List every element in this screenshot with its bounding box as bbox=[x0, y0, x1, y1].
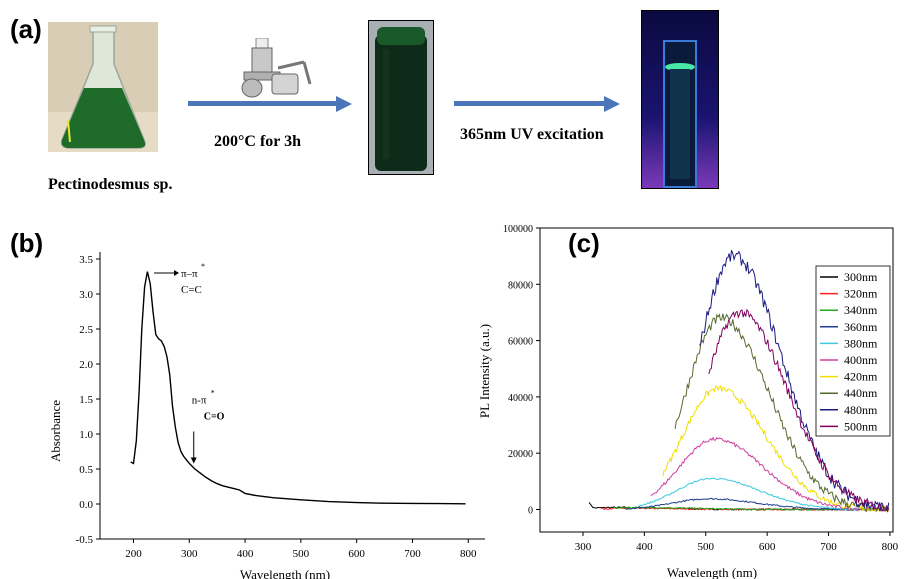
panel-c-label: (c) bbox=[568, 228, 600, 258]
chart-b-ytick-label: 2.5 bbox=[79, 324, 93, 336]
chart-b-ytick-label: 3.0 bbox=[79, 289, 93, 301]
chart-c-xlabel: Wavelength (nm) bbox=[667, 565, 757, 579]
chart-c-ytick-label: 20000 bbox=[508, 449, 533, 460]
series-line-500nm bbox=[708, 308, 889, 512]
panel-a-label: (a) bbox=[10, 14, 42, 44]
legend-label-500nm: 500nm bbox=[844, 419, 878, 433]
process-arrow-1-head bbox=[336, 96, 352, 112]
annotation-2-arrowhead bbox=[190, 457, 197, 464]
legend-label-380nm: 380nm bbox=[844, 336, 878, 350]
chart-c-xtick-label: 700 bbox=[820, 541, 837, 553]
chart-b-ytick-label: 3.5 bbox=[79, 254, 93, 266]
chart-b-xtick-label: 400 bbox=[237, 548, 254, 560]
chart-c-ytick-label: 40000 bbox=[508, 393, 533, 404]
uv-vial-photo bbox=[641, 10, 719, 189]
chart-b-xtick-label: 500 bbox=[293, 548, 310, 560]
process-arrow-2 bbox=[454, 101, 604, 106]
annotation-2-sub: C=O bbox=[204, 412, 225, 423]
series-line-480nm bbox=[699, 250, 890, 513]
chart-c-ytick-label: 80000 bbox=[508, 280, 533, 291]
step1-caption: 200°C for 3h bbox=[214, 133, 301, 150]
chart-c-xtick-label: 600 bbox=[759, 541, 776, 553]
chart-c-xtick-label: 500 bbox=[698, 541, 715, 553]
chart-c-xtick-label: 800 bbox=[882, 541, 899, 553]
legend-label-360nm: 360nm bbox=[844, 320, 878, 334]
legend-label-340nm: 340nm bbox=[844, 303, 878, 317]
chart-c-frame bbox=[539, 227, 894, 533]
autoclave-icon bbox=[232, 37, 312, 100]
annotation-2-label: n-π bbox=[192, 395, 207, 407]
chart-b-ytick-label: 1.5 bbox=[79, 394, 93, 406]
legend-label-440nm: 440nm bbox=[844, 386, 878, 400]
chart-c-ylabel: PL Intensity (a.u.) bbox=[478, 324, 492, 418]
chart-b-xtick-label: 800 bbox=[460, 548, 477, 560]
chart-b-ytick-label: 0.5 bbox=[79, 464, 93, 476]
chart-b-ytick-label: 1.0 bbox=[79, 429, 93, 441]
series-line-380nm bbox=[638, 477, 889, 511]
annotation-1-sub: C=C bbox=[181, 284, 202, 296]
chart-b-ytick-label: 0.0 bbox=[79, 499, 93, 511]
legend-label-320nm: 320nm bbox=[844, 287, 878, 301]
chart-b-xtick-label: 200 bbox=[125, 548, 142, 560]
legend-label-480nm: 480nm bbox=[844, 403, 878, 417]
legend-label-300nm: 300nm bbox=[844, 270, 878, 284]
process-arrow-2-head bbox=[604, 96, 620, 112]
chart-b-xtick-label: 700 bbox=[404, 548, 421, 560]
legend-label-400nm: 400nm bbox=[844, 353, 878, 367]
chart-c-ytick-label: 100000 bbox=[503, 224, 533, 235]
legend-label-420nm: 420nm bbox=[844, 370, 878, 384]
chart-c-ytick-label: 60000 bbox=[508, 337, 533, 348]
panel-b-label: (b) bbox=[10, 228, 44, 258]
chart-b-ytick-label: -0.5 bbox=[76, 534, 94, 546]
dark-vial-photo bbox=[368, 20, 434, 175]
annotation-1-sup: * bbox=[201, 262, 205, 271]
annotation-1-label: π–π bbox=[181, 268, 198, 280]
annotation-2-sup: * bbox=[211, 389, 215, 398]
chart-b-ytick-label: 2.0 bbox=[79, 359, 93, 371]
chart-b-xtick-label: 300 bbox=[181, 548, 198, 560]
series-line-440nm bbox=[674, 313, 890, 513]
chart-b-xtick-label: 600 bbox=[348, 548, 365, 560]
source-caption: Pectinodesmus sp. bbox=[48, 176, 173, 193]
chart-b-xlabel: Wavelength (nm) bbox=[240, 567, 330, 579]
chart-c-xtick-label: 300 bbox=[575, 541, 592, 553]
chart-c-xtick-label: 400 bbox=[636, 541, 653, 553]
chart-c-ytick-label: 0 bbox=[528, 505, 533, 516]
annotation-1-arrowhead bbox=[173, 270, 179, 276]
flask-photo bbox=[48, 22, 158, 152]
absorbance-chart: 200 300 400 500 600 700 800 -0.5 0.0 0.5 1.0 1.5 2.0… bbox=[48, 252, 485, 579]
step2-caption: 365nm UV excitation bbox=[460, 126, 604, 143]
absorbance-series-line bbox=[130, 271, 466, 505]
pl-intensity-chart: 300 400 500 600 700 800 0 20000 40000 60000 80000 1… bbox=[478, 224, 899, 579]
process-arrow-1 bbox=[188, 101, 336, 106]
chart-b-ylabel: Absorbance bbox=[48, 400, 63, 462]
